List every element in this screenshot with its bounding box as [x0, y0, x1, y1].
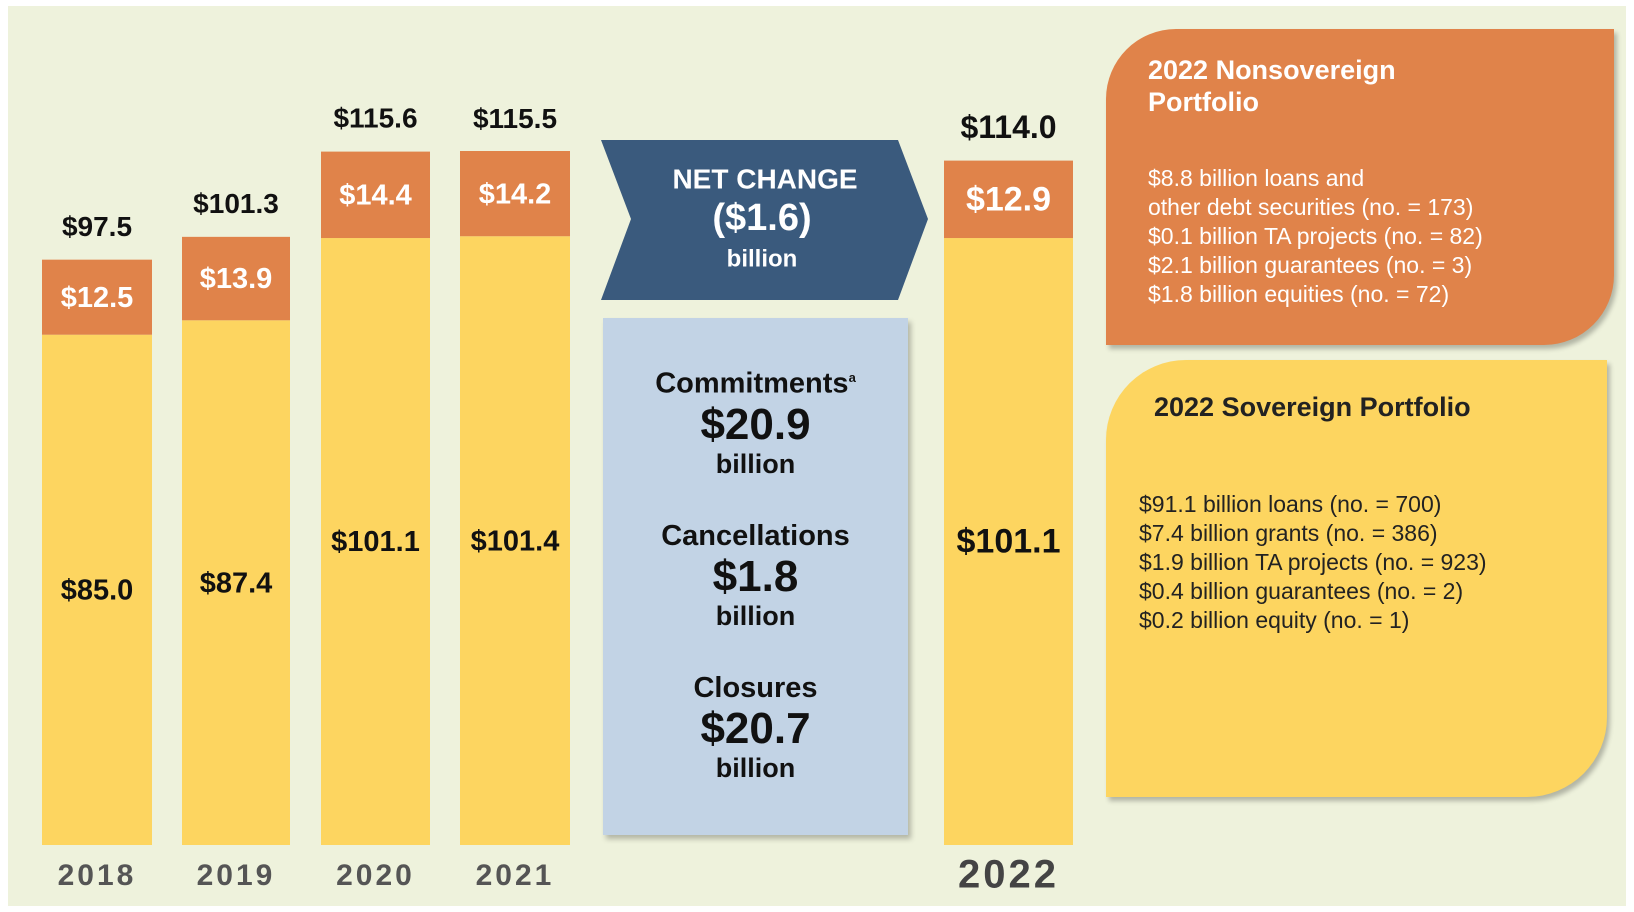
- flow-value: $20.7: [700, 703, 811, 753]
- bar-total-label: $115.6: [333, 102, 417, 133]
- bar-value-label: $101.1: [957, 523, 1061, 561]
- flow-label-text: Closures: [693, 671, 818, 704]
- bar-value-label: $12.5: [61, 282, 134, 314]
- bar-value-label: $14.2: [479, 178, 552, 210]
- net-change-unit: billion: [727, 245, 798, 272]
- bar-total-label: $115.5: [473, 103, 557, 134]
- flow-label: Commitmentsa: [603, 361, 908, 401]
- flow-unit: billion: [715, 448, 796, 479]
- bar-total-label: $101.3: [193, 188, 279, 219]
- bar-value-label: $13.9: [200, 263, 273, 295]
- sovereign-panel: 2022 Sovereign Portfolio $91.1 billion lo…: [1106, 360, 1607, 797]
- flow-label: Closures: [603, 671, 908, 705]
- panel-line: $2.1 billion guarantees (no. = 3): [1148, 252, 1473, 278]
- net-change-arrow: [601, 140, 928, 300]
- bar-segment: [42, 259, 152, 335]
- flow-label-text: Cancellations: [661, 519, 850, 552]
- x-tick-label: 2021: [476, 859, 555, 892]
- bar-segment: [182, 236, 290, 321]
- bar-segment: [182, 320, 290, 845]
- flow-item: Cancellations $1.8 billion: [603, 519, 908, 631]
- flow-label-text: Commitments: [655, 367, 849, 400]
- flows-box: Commitmentsa $20.9 billion Cancellations $1.…: [603, 318, 908, 835]
- bar-segment: [460, 151, 570, 237]
- bar-total-label: $114.0: [960, 109, 1056, 145]
- panel-lines: $8.8 billion loans and other debt securit…: [1148, 164, 1483, 309]
- flow-item: Closures $20.7 billion: [603, 671, 908, 783]
- bar-segment: [321, 238, 430, 845]
- bar-segment: [321, 151, 430, 239]
- x-tick-label: 2019: [197, 859, 276, 892]
- flow-label: Cancellations: [603, 519, 908, 553]
- net-change-value: ($1.6): [712, 197, 811, 239]
- flow-unit: billion: [715, 752, 796, 783]
- bar-segment: [460, 236, 570, 845]
- panel-line: $8.8 billion loans and: [1148, 165, 1365, 191]
- panel-line: $0.2 billion equity (no. = 1): [1139, 607, 1410, 633]
- flow-unit: billion: [715, 600, 796, 631]
- bar-value-label: $14.4: [339, 179, 412, 211]
- panel-line: $0.4 billion guarantees (no. = 2): [1139, 578, 1464, 604]
- bar-value-label: $101.1: [331, 526, 420, 558]
- net-change-label: NET CHANGE: [672, 163, 857, 194]
- panel-line: $7.4 billion grants (no. = 386): [1139, 520, 1438, 546]
- panel-title: 2022 Nonsovereign Portfolio: [1148, 55, 1396, 117]
- panel-line: $91.1 billion loans (no. = 700): [1139, 491, 1442, 517]
- flow-item: Commitmentsa $20.9 billion: [603, 361, 908, 479]
- bar-segment: [944, 160, 1073, 239]
- bar-value-label: $87.4: [200, 567, 273, 599]
- bar-value-label: $101.4: [471, 525, 560, 557]
- bar-total-label: $97.5: [62, 211, 132, 242]
- bar-value-label: $12.9: [966, 180, 1051, 218]
- panel-title: 2022 Sovereign Portfolio: [1154, 392, 1471, 422]
- bar-value-label: $85.0: [61, 575, 134, 607]
- panel-lines: $91.1 billion loans (no. = 700) $7.4 bill…: [1139, 490, 1487, 635]
- x-tick-label: 2020: [336, 859, 415, 892]
- x-tick-label: 2018: [58, 859, 137, 892]
- flow-note: a: [848, 370, 856, 385]
- panel-line: $1.9 billion TA projects (no. = 923): [1139, 549, 1487, 575]
- panel-line: $0.1 billion TA projects (no. = 82): [1148, 223, 1483, 249]
- bar-segment: [944, 238, 1073, 845]
- x-tick-label: 2022: [958, 853, 1059, 897]
- bar-segment: [42, 334, 152, 845]
- flow-value: $1.8: [712, 551, 799, 601]
- panel-line: other debt securities (no. = 173): [1148, 194, 1474, 220]
- panel-line: $1.8 billion equities (no. = 72): [1148, 281, 1450, 307]
- nonsovereign-panel: 2022 Nonsovereign Portfolio $8.8 billion …: [1106, 29, 1614, 345]
- flow-value: $20.9: [700, 399, 811, 449]
